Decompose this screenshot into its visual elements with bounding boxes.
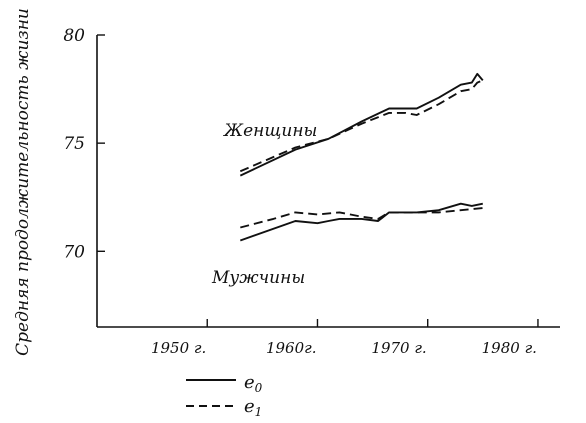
y-tick-label: 70 (63, 242, 85, 262)
legend-subscript-e1: 1 (255, 405, 263, 419)
legend-subscript-e0: 0 (255, 381, 263, 395)
legend: e0 e1 (186, 372, 263, 419)
annotation-men: Мужчины (211, 268, 305, 288)
x-tick-label: 1950 г. (151, 339, 206, 357)
series-line-women-e1 (239, 79, 484, 173)
axes (96, 35, 560, 328)
legend-label-e0: e0 (244, 372, 263, 395)
legend-label-e1: e1 (244, 396, 262, 419)
x-tick-label: 1970 г. (371, 339, 426, 357)
tick-labels: 70 75 80 1950 г. 1960г. 1970 г. 1980 г. (63, 26, 537, 357)
series-lines (239, 72, 484, 242)
legend-letter-e0: e (244, 372, 255, 393)
y-tick-label: 75 (63, 134, 85, 154)
tick-marks (97, 34, 539, 327)
y-tick-label: 80 (63, 26, 85, 46)
x-tick-label: 1960г. (266, 339, 317, 357)
series-line-men-e1 (240, 207, 483, 229)
series-line-men-e0 (239, 202, 483, 242)
legend-letter-e1: e (244, 396, 255, 417)
x-tick-label: 1980 г. (482, 339, 537, 357)
annotation-women: Женщины (223, 121, 317, 141)
y-axis-label: Средняя продолжительность жизни (13, 8, 33, 356)
